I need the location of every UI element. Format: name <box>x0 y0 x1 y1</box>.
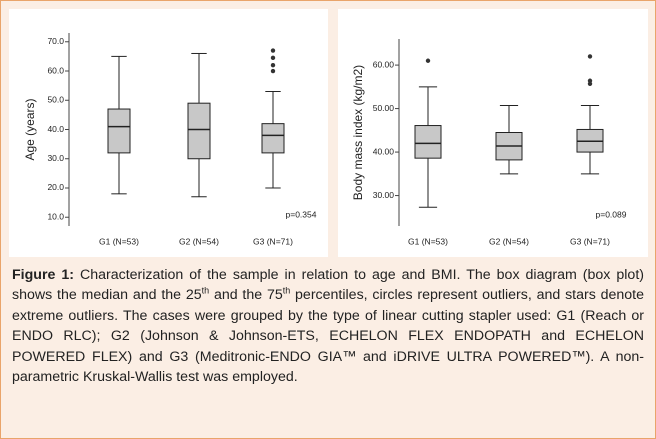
y-tick-label: 10.0 <box>47 211 64 221</box>
outlier <box>587 54 593 59</box>
x-tick-label: G2 (N=54) <box>489 236 529 246</box>
caption: Figure 1: Characterization of the sample… <box>12 265 644 387</box>
y-tick-label: 50.0 <box>47 95 64 105</box>
y-tick-label: 50.00 <box>373 103 395 113</box>
superscript: th <box>282 285 291 296</box>
box <box>414 125 442 159</box>
caption-text: Characterization of the sample in relati… <box>12 267 644 304</box>
y-tick-label: 60.00 <box>373 59 395 69</box>
x-tick-label: G1 (N=53) <box>99 236 139 246</box>
caption-label: Figure 1: <box>12 267 74 283</box>
x-tick-label: G2 (N=54) <box>179 236 219 246</box>
superscript: th <box>201 285 210 296</box>
y-axis-label: Age (years) <box>23 98 37 160</box>
outlier <box>425 58 431 63</box>
y-tick-label: 70.0 <box>47 36 64 46</box>
annotation: p=0.089 <box>596 209 627 219</box>
y-tick-label: 40.00 <box>373 146 395 156</box>
x-tick-label: G3 (N=71) <box>570 236 610 246</box>
outlier <box>270 48 276 53</box>
caption-text: percentiles, circles represent outliers,… <box>12 287 645 386</box>
x-tick-label: G1 (N=53) <box>408 236 448 246</box>
box <box>187 102 211 160</box>
y-tick-label: 40.0 <box>47 124 64 134</box>
y-tick-label: 20.0 <box>47 182 64 192</box>
box <box>261 123 285 154</box>
outlier <box>270 62 276 68</box>
y-tick-label: 30.0 <box>47 153 64 163</box>
box <box>107 108 131 154</box>
outlier <box>587 78 593 83</box>
caption-text: and the 75 <box>209 287 283 304</box>
outlier <box>270 55 276 61</box>
outlier <box>587 81 593 86</box>
y-tick-label: 30.00 <box>373 190 395 200</box>
charts: 10.0 20.0 30.0 40.0 50.0 60.0 70.0 Age (years) G… <box>9 9 648 257</box>
y-tick-label: 60.0 <box>47 65 64 75</box>
y-axis-label: Body mass index (kg/m2) <box>351 65 365 200</box>
x-tick-label: G3 (N=71) <box>253 236 293 246</box>
annotation: p=0.354 <box>286 209 317 219</box>
outlier <box>270 68 276 74</box>
